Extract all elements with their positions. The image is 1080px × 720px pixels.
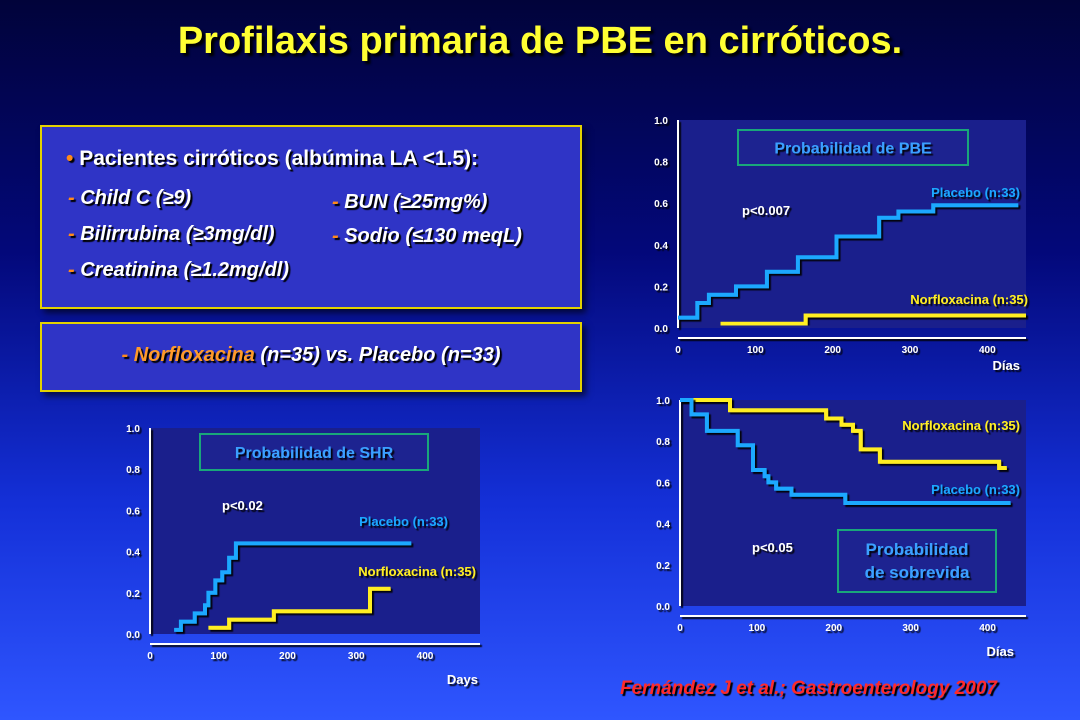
x-tick-label: 100 xyxy=(210,651,227,662)
y-tick-label: 0.6 xyxy=(126,506,140,517)
chart-shr: 0.0 0.2 0.4 0.6 0.8 1.0 0 100 200 300 400 Days Proba… xyxy=(126,424,480,687)
series-line xyxy=(720,313,1026,326)
y-tick-label: 0.4 xyxy=(656,520,670,531)
y-tick-label: 0.8 xyxy=(126,465,140,476)
x-tick-label: 0 xyxy=(147,651,153,662)
comparison-rest: (n=35) vs. Placebo (n=33) xyxy=(254,344,501,366)
x-tick-label: 100 xyxy=(749,623,766,634)
criteria-item-child-text: Child C (≥9) xyxy=(80,187,192,209)
criteria-item-bun-text: BUN (≥25mg%) xyxy=(344,191,488,213)
x-tick-label: 0 xyxy=(675,345,681,356)
series-label: Placebo (n:33) xyxy=(359,514,448,529)
y-tick-label: 0.8 xyxy=(656,437,670,448)
y-tick-label: 0.6 xyxy=(656,478,670,489)
series-line xyxy=(208,586,391,630)
criteria-box: • Pacientes cirróticos (albúmina LA <1.5… xyxy=(40,125,582,309)
chart-title: Probabilidad de PBE xyxy=(774,141,932,158)
criteria-item-child: - Child C (≥9) xyxy=(68,187,192,209)
p-value-annotation: p<0.05 xyxy=(752,540,793,555)
chart-title-box xyxy=(199,433,429,471)
x-tick-label: 0 xyxy=(677,623,683,634)
criteria-heading: • Pacientes cirróticos (albúmina LA <1.5… xyxy=(66,147,478,171)
x-axis-label: Días xyxy=(987,644,1014,659)
y-tick-label: 1.0 xyxy=(656,396,670,407)
series-line xyxy=(680,398,1007,470)
x-tick-label: 200 xyxy=(825,623,842,634)
x-tick-label: 400 xyxy=(979,345,996,356)
y-tick-label: 1.0 xyxy=(126,424,140,435)
citation: Fernández J et al.; Gastroenterology 200… xyxy=(620,678,997,699)
y-tick-label: 0.4 xyxy=(126,548,140,559)
series-line xyxy=(174,541,412,632)
criteria-item-creatinina: - Creatinina (≥1.2mg/dl) xyxy=(68,259,290,281)
criteria-item-sodio-text: Sodio (≤130 meqL) xyxy=(344,225,522,247)
criteria-item-creatinina-text: Creatinina (≥1.2mg/dl) xyxy=(80,259,290,281)
slide-title: Profilaxis primaria de PBE en cirróticos… xyxy=(177,20,903,62)
x-axis-label: Days xyxy=(447,672,478,687)
bullet-icon: • xyxy=(66,147,80,170)
x-tick-label: 300 xyxy=(902,623,919,634)
chart-title: Probabilidad xyxy=(866,540,969,559)
comparison-box: - Norfloxacina (n=35) vs. Placebo (n=33) xyxy=(40,322,582,392)
x-axis-label: Días xyxy=(993,358,1020,373)
criteria-item-sodio: - Sodio (≤130 meqL) xyxy=(332,225,522,247)
p-value-annotation: p<0.007 xyxy=(742,203,790,218)
chart-title-box xyxy=(837,529,997,593)
series-label: Placebo (n:33) xyxy=(931,482,1020,497)
axes xyxy=(679,400,1026,617)
chart-pbe: 0.0 0.2 0.4 0.6 0.8 1.0 0 100 200 300 400 Días Proba… xyxy=(654,116,1028,373)
series-label: Placebo (n:33) xyxy=(931,185,1020,200)
x-tick-label: 300 xyxy=(348,651,365,662)
y-tick-label: 0.8 xyxy=(654,158,668,169)
y-tick-label: 0.2 xyxy=(656,561,670,572)
series-line xyxy=(678,203,1019,320)
axes xyxy=(677,120,1026,339)
y-tick-label: 0.2 xyxy=(126,589,140,600)
series-label: Norfloxacina (n:35) xyxy=(358,564,476,579)
criteria-item-bilirrubina: - Bilirrubina (≥3mg/dl) xyxy=(68,223,275,245)
x-tick-label: 400 xyxy=(417,651,434,662)
y-tick-label: 0.2 xyxy=(654,282,668,293)
x-tick-label: 100 xyxy=(747,345,764,356)
comparison-text: - Norfloxacina (n=35) vs. Placebo (n=33) xyxy=(121,344,501,366)
chart-title: de sobrevida xyxy=(865,563,970,582)
x-tick-label: 300 xyxy=(902,345,919,356)
chart-survival: 0.0 0.2 0.4 0.6 0.8 1.0 0 100 200 300 400 Días Proba… xyxy=(656,396,1026,659)
series-line xyxy=(680,398,1011,505)
x-tick-label: 400 xyxy=(979,623,996,634)
series-label: Norfloxacina (n:35) xyxy=(910,292,1028,307)
series-label: Norfloxacina (n:35) xyxy=(902,418,1020,433)
y-tick-label: 0.0 xyxy=(656,602,670,613)
x-tick-label: 200 xyxy=(824,345,841,356)
y-tick-label: 0.4 xyxy=(654,241,668,252)
p-value-annotation: p<0.02 xyxy=(222,498,263,513)
criteria-heading-text: Pacientes cirróticos (albúmina LA <1.5): xyxy=(79,147,479,170)
chart-title-box xyxy=(737,129,969,166)
y-tick-label: 0.0 xyxy=(126,630,140,641)
y-tick-label: 0.0 xyxy=(654,324,668,335)
criteria-item-bilirrubina-text: Bilirrubina (≥3mg/dl) xyxy=(80,223,275,245)
y-tick-label: 0.6 xyxy=(654,199,668,210)
y-tick-label: 1.0 xyxy=(654,116,668,127)
criteria-item-bun: - BUN (≥25mg%) xyxy=(332,191,488,213)
comparison-drug: Norfloxacina xyxy=(133,344,255,366)
x-tick-label: 200 xyxy=(279,651,296,662)
chart-title: Probabilidad de SHR xyxy=(235,445,394,462)
